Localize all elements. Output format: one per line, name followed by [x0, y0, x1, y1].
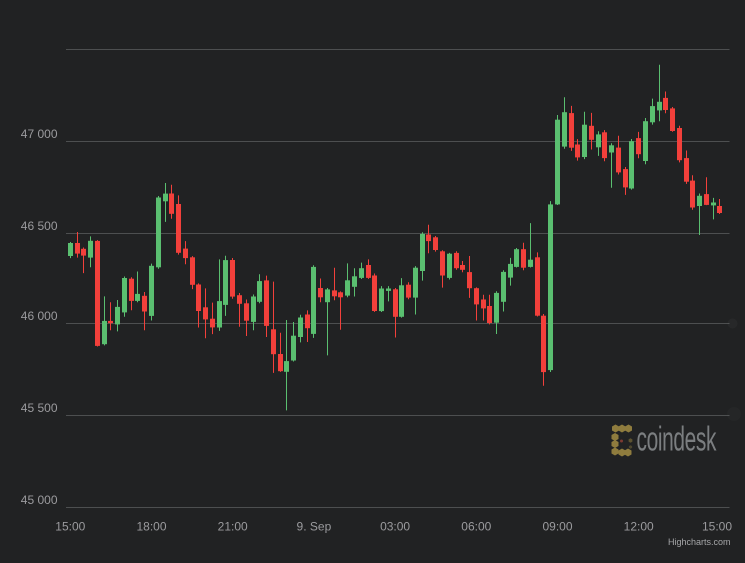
- svg-text:Highcharts.com: Highcharts.com: [668, 537, 731, 547]
- svg-text:coindesk: coindesk: [637, 419, 718, 458]
- svg-text:46 500: 46 500: [21, 219, 58, 233]
- svg-text:21:00: 21:00: [218, 520, 248, 534]
- svg-text:03:00: 03:00: [380, 520, 410, 534]
- svg-text:06:00: 06:00: [461, 520, 491, 534]
- svg-text:9. Sep: 9. Sep: [297, 520, 332, 534]
- svg-text:09:00: 09:00: [542, 520, 572, 534]
- svg-text:46 000: 46 000: [21, 309, 58, 323]
- svg-text:15:00: 15:00: [55, 520, 85, 534]
- svg-text:12:00: 12:00: [624, 520, 654, 534]
- svg-text:18:00: 18:00: [136, 520, 166, 534]
- svg-text:45 000: 45 000: [21, 493, 58, 507]
- svg-text:15:00: 15:00: [702, 520, 732, 534]
- svg-text:45 500: 45 500: [21, 401, 58, 415]
- svg-text:47 000: 47 000: [21, 127, 58, 141]
